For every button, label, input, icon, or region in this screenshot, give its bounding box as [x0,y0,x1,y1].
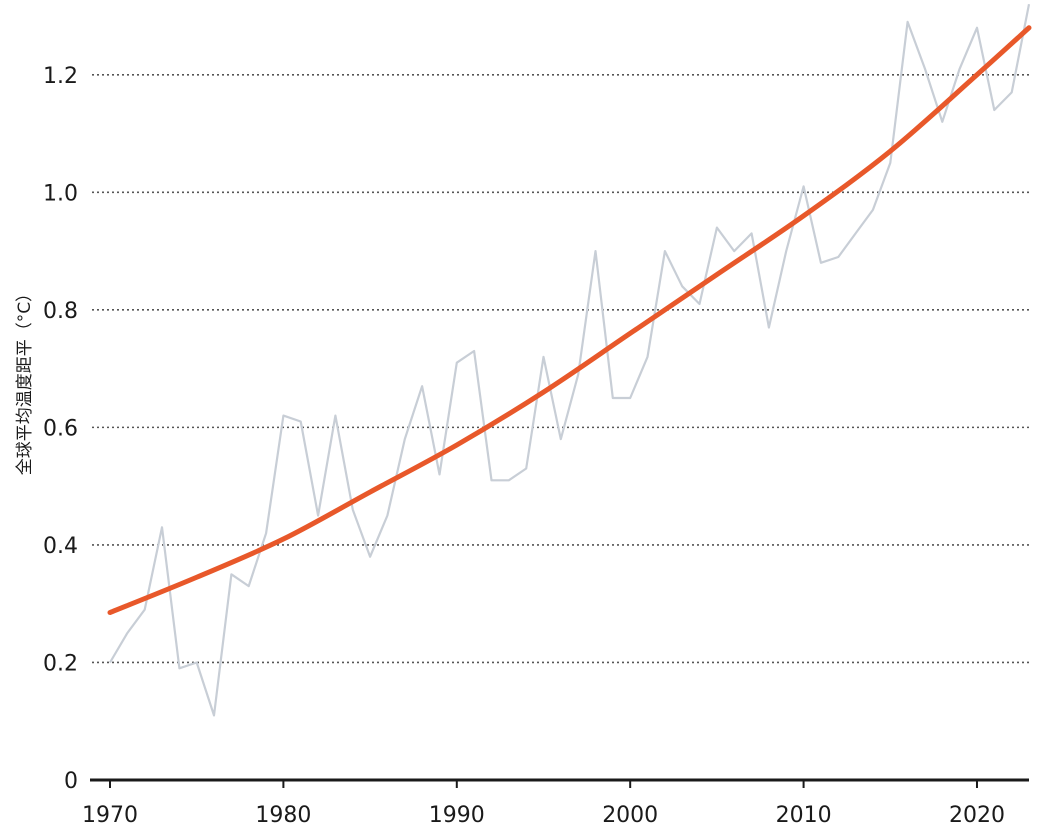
y-tick-label: 0.2 [43,651,78,676]
annual-anomaly-line [109,3,1031,717]
y-axis-label: 全球平均温度距平（°C） [15,285,35,475]
y-tick-label: 0.4 [43,534,78,559]
x-axis-ticks: 1970 1980 1990 2000 2010 2020 [82,780,1005,828]
trend-line [107,25,1032,616]
y-tick-label: 0.8 [43,299,78,324]
x-tick-label: 1990 [429,803,485,828]
x-tick-label: 1980 [255,803,311,828]
gridlines [92,73,1029,664]
y-tick-label: 1.0 [43,181,78,206]
x-tick-label: 1970 [82,803,138,828]
y-axis-ticks: 0 0.2 0.4 0.6 0.8 1.0 1.2 [43,64,78,794]
y-tick-label: 0.6 [43,416,78,441]
x-tick-label: 2020 [949,803,1005,828]
series-group [107,3,1032,717]
y-tick-label: 1.2 [43,64,78,89]
x-tick-label: 2000 [602,803,658,828]
y-tick-label: 0 [64,769,78,794]
x-tick-label: 2010 [776,803,832,828]
